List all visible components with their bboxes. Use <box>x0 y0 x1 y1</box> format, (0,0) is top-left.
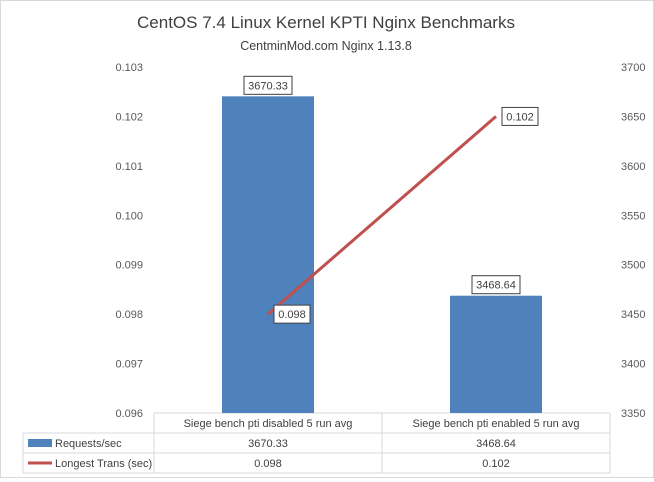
y-left-tick-label: 0.097 <box>115 359 143 371</box>
y-right-tick-label: 3550 <box>621 210 645 222</box>
bar-requests-sec <box>222 96 314 413</box>
chart-subtitle: CentminMod.com Nginx 1.13.8 <box>240 39 412 53</box>
table-cell-value: 3670.33 <box>248 438 288 450</box>
y-left-tick-label: 0.102 <box>115 111 143 123</box>
y-right-tick-label: 3450 <box>621 309 645 321</box>
legend-label: Requests/sec <box>55 438 122 450</box>
line-data-label: 0.102 <box>506 111 534 123</box>
legend-key-bar <box>28 439 52 447</box>
line-longest-trans <box>267 115 497 316</box>
line-data-label-box <box>501 106 539 126</box>
y-left-tick-label: 0.101 <box>115 161 143 173</box>
y-left-tick-label: 0.103 <box>115 62 143 74</box>
legend-label: Longest Trans (sec) <box>55 458 152 470</box>
table-cell-value: 0.098 <box>254 458 282 470</box>
bar-requests-sec <box>450 295 542 413</box>
y-axis-right: 3350 3400 3450 3500 3550 3600 3650 3700 <box>621 62 645 420</box>
line-data-label: 0.098 <box>278 309 306 321</box>
line-layer <box>267 115 497 316</box>
data-table: Siege bench pti disabled 5 run avg Siege … <box>22 413 611 474</box>
y-left-tick-label: 0.098 <box>115 309 143 321</box>
bar-data-label: 3670.33 <box>248 80 288 92</box>
chart-title: CentOS 7.4 Linux Kernel KPTI Nginx Bench… <box>137 13 515 32</box>
y-right-tick-label: 3650 <box>621 111 645 123</box>
bar-data-label-box <box>471 275 521 295</box>
category-label: Siege bench pti disabled 5 run avg <box>184 418 353 430</box>
y-right-tick-label: 3350 <box>621 408 645 420</box>
bars-layer <box>222 96 542 413</box>
y-left-tick-label: 0.096 <box>115 408 143 420</box>
y-left-tick-label: 0.100 <box>115 210 143 222</box>
data-labels-layer: 3670.33 3468.64 0.098 0.102 <box>243 75 539 324</box>
y-right-tick-label: 3400 <box>621 359 645 371</box>
y-right-tick-label: 3700 <box>621 62 645 74</box>
y-axis-left: 0.096 0.097 0.098 0.099 0.100 0.101 0.102 0.103 <box>115 62 143 420</box>
y-right-tick-label: 3500 <box>621 260 645 272</box>
category-label: Siege bench pti enabled 5 run avg <box>413 418 580 430</box>
table-cell-value: 0.102 <box>482 458 510 470</box>
bar-data-label-box <box>243 75 293 95</box>
table-cell-value: 3468.64 <box>476 438 516 450</box>
y-right-tick-label: 3600 <box>621 161 645 173</box>
bar-data-label: 3468.64 <box>476 280 516 292</box>
line-data-label-box <box>273 304 311 324</box>
y-left-tick-label: 0.099 <box>115 260 143 272</box>
